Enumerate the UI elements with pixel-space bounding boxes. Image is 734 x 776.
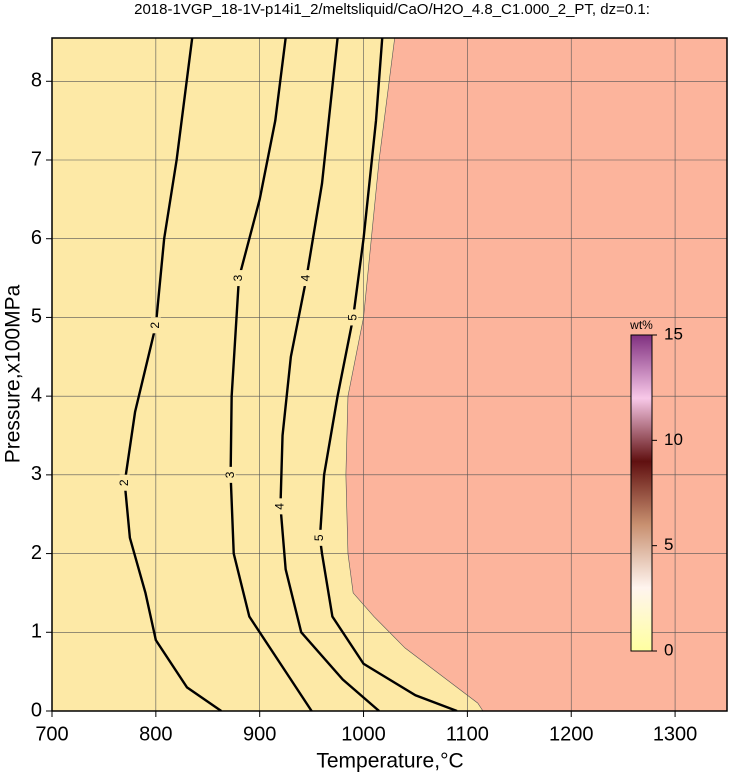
y-tick-label: 7 <box>31 148 42 170</box>
x-tick-label: 700 <box>35 723 68 745</box>
colorbar-tick-label: 10 <box>664 430 683 449</box>
contour-line <box>279 38 380 711</box>
colorbar-tick-label: 0 <box>664 640 673 659</box>
plot-frame <box>51 37 728 712</box>
x-tick-label: 1300 <box>653 723 698 745</box>
x-tick-label: 1200 <box>549 723 594 745</box>
y-tick-label: 1 <box>31 621 42 643</box>
y-tick-label: 5 <box>31 306 42 328</box>
colorbar-tick-label: 5 <box>664 535 673 554</box>
contour-label-bg <box>150 317 161 334</box>
contour-label: 2 <box>148 322 162 329</box>
y-tick-label: 4 <box>31 384 42 406</box>
contour-line <box>318 38 458 711</box>
y-tick-label: 8 <box>31 70 42 92</box>
contour-label: 5 <box>312 534 326 541</box>
contour-label-bg <box>119 474 130 491</box>
contour-label-bg <box>301 270 312 287</box>
contour-label: 4 <box>273 503 287 510</box>
y-tick-label: 3 <box>31 463 42 485</box>
colorbar-label: wt% <box>629 318 653 332</box>
contour-label: 5 <box>345 314 359 321</box>
y-axis-label: Pressure,x100MPa <box>2 284 25 463</box>
chart-title: 2018-1VGP_18-1V-p14i1_2/meltsliquid/CaO/… <box>134 1 650 18</box>
x-tick-label: 1100 <box>446 723 489 745</box>
contour-label: 4 <box>299 274 313 281</box>
x-tick-label: 800 <box>139 723 172 745</box>
plot-area: 2 2 3 3 4 4 5 5 <box>52 38 727 711</box>
y-tick-label: 2 <box>31 542 42 564</box>
contour-label-bg <box>233 270 244 287</box>
contour-label: 3 <box>223 471 237 478</box>
contour-label-bg <box>348 309 359 326</box>
x-axis-label: Temperature,°C <box>316 750 463 773</box>
y-tick-label: 6 <box>31 227 42 249</box>
contour-label-bg <box>225 466 236 483</box>
contour-label-bg <box>314 529 325 546</box>
y-tick-label: 0 <box>31 699 42 721</box>
contour-line <box>229 38 313 711</box>
colorbar-tick-label: 15 <box>664 324 683 343</box>
contour-label: 2 <box>117 479 131 486</box>
contour-label-bg <box>275 498 286 515</box>
contour-label: 3 <box>231 274 245 281</box>
x-tick-label: 1000 <box>341 723 386 745</box>
colorbar <box>630 334 653 652</box>
phase-region <box>345 38 727 711</box>
x-tick-label: 900 <box>243 723 276 745</box>
